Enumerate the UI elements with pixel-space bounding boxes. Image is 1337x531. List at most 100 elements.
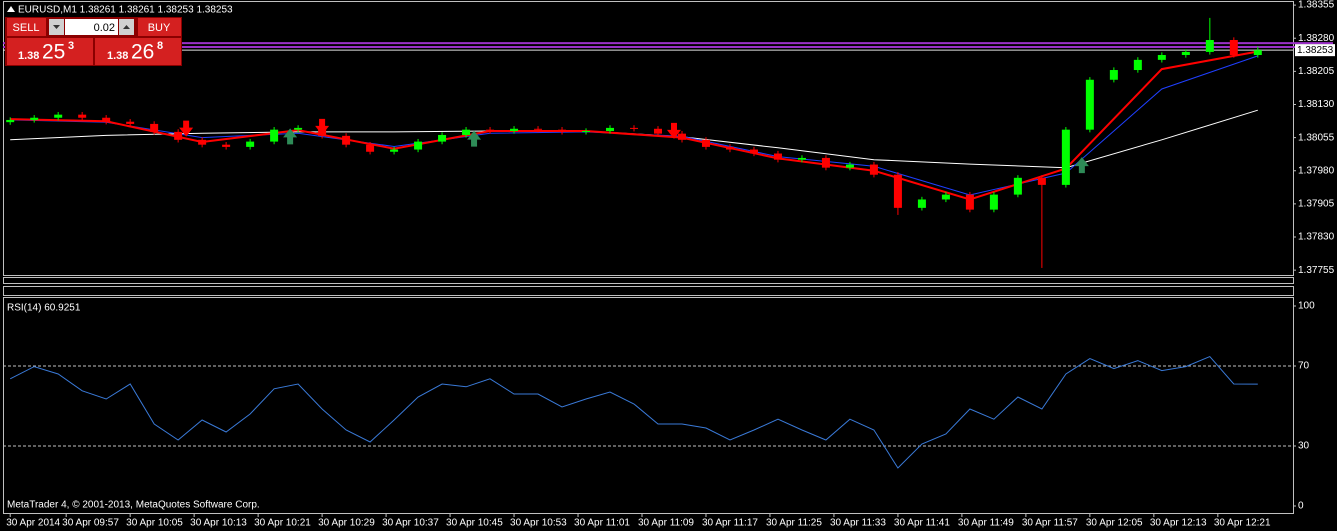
candle-body (989, 194, 998, 210)
footer: MetaTrader 4, © 2001-2013, MetaQuotes So… (7, 500, 260, 511)
y-tick-label: 1.38130 (1298, 99, 1335, 110)
candle-body (150, 123, 159, 132)
candle-body (1013, 177, 1022, 195)
candle-body (246, 141, 255, 147)
signal-arrow (179, 120, 194, 137)
x-tick-label: 30 Apr 11:57 (1022, 518, 1078, 529)
candle-body (222, 144, 231, 147)
x-tick-label: 30 Apr 11:33 (830, 518, 886, 529)
candle-body (1181, 51, 1190, 56)
candle-body (1061, 129, 1070, 185)
candle-body (102, 117, 111, 122)
sell-label: SELL (13, 22, 40, 34)
candle-body (1085, 79, 1094, 130)
candle-body (606, 127, 615, 131)
candle-body (294, 127, 303, 130)
candle-body (198, 139, 207, 145)
x-tick-label: 30 Apr 11:25 (766, 518, 822, 529)
rsi-frame (3, 297, 1294, 514)
y-tick-label: 0 (1298, 501, 1304, 512)
y-tick-label: 1.38205 (1298, 66, 1335, 77)
x-tick-label: 30 Apr 12:13 (1150, 518, 1207, 529)
candle-body (725, 146, 734, 150)
candle-body (54, 114, 63, 118)
candle-body (749, 149, 758, 154)
candle-body (462, 129, 471, 135)
ask-prefix: 1.38 (107, 50, 128, 62)
empty-window (3, 277, 1294, 284)
candle-body (893, 174, 902, 208)
x-tick-label: 30 Apr 12:05 (1086, 518, 1143, 529)
trade-panel: SELL 0.02 BUY 1.38 25 3 1.38 26 8 (5, 17, 182, 66)
candle-body (438, 134, 447, 142)
candle-body (174, 131, 183, 140)
candle-body (797, 157, 806, 160)
candle-body (653, 128, 662, 134)
x-tick-label: 30 Apr 12:21 (1214, 518, 1271, 529)
candle-body (534, 128, 543, 130)
x-tick-label: 30 Apr 11:17 (702, 518, 758, 529)
signal-arrow (283, 128, 298, 145)
y-tick-label: 1.37905 (1298, 199, 1335, 210)
candle-body (558, 129, 567, 132)
y-tick-label: 70 (1298, 361, 1310, 372)
ask-small: 8 (157, 40, 163, 52)
candle-body (1205, 39, 1214, 52)
candle-body (773, 153, 782, 160)
x-tick-label: 30 Apr 11:09 (638, 518, 694, 529)
bid-box[interactable] (7, 38, 93, 65)
x-tick-label: 30 Apr 11:41 (894, 518, 950, 529)
sell-button[interactable] (7, 18, 46, 36)
y-tick-label: 1.38355 (1298, 0, 1335, 11)
y-tick-label: 1.37755 (1298, 265, 1335, 276)
x-tick-label: 30 Apr 10:13 (190, 518, 247, 529)
rsi-line (9, 356, 1258, 469)
bid-tag (1295, 44, 1335, 57)
candle-body (510, 128, 519, 131)
y-tick-label: 30 (1298, 441, 1310, 452)
signal-arrow (467, 130, 482, 147)
empty-window (3, 286, 1294, 296)
y-tick-label: 1.38055 (1298, 132, 1335, 143)
candle-body (1037, 177, 1046, 185)
x-tick-label: 30 Apr 10:45 (446, 518, 503, 529)
candle-body (1109, 70, 1118, 80)
candle-body (6, 119, 15, 123)
candle-body (486, 129, 495, 131)
candle-body (821, 157, 830, 168)
moving-average (10, 50, 1258, 201)
candle-body (270, 129, 279, 142)
down-icon (53, 25, 60, 29)
candle-body (701, 139, 710, 147)
candle-body (941, 194, 950, 200)
x-tick-label: 30 Apr 10:05 (126, 518, 183, 529)
ask-box[interactable] (95, 38, 181, 65)
collapse-icon (7, 6, 15, 12)
x-tick-label: 30 Apr 2014 (6, 518, 60, 529)
buy-label: BUY (148, 22, 171, 34)
candle-body (869, 164, 878, 175)
candle-body (1157, 55, 1166, 60)
lot-input[interactable] (65, 19, 118, 35)
candle-body (630, 127, 639, 129)
y-tick-label: 100 (1298, 301, 1315, 312)
candle-body (390, 149, 399, 152)
candle-body (582, 130, 591, 132)
plots: 1.38355 1.38280 1.38205 1.38130 1.38055 1.379… (3, 0, 1335, 529)
candle-body (677, 133, 686, 140)
x-tick-label: 30 Apr 10:53 (510, 518, 567, 529)
candle-body (414, 141, 423, 150)
candle-body (30, 117, 39, 120)
buy-button[interactable] (138, 18, 181, 36)
candle-body (78, 114, 87, 118)
signal-arrow (666, 122, 681, 139)
x-tick-label: 30 Apr 09:57 (62, 518, 119, 529)
x-tick-label: 30 Apr 10:37 (382, 518, 439, 529)
price-frame (3, 1, 1294, 276)
lot-value: 0.02 (94, 22, 115, 34)
symbol-line: EURUSD,M1 1.38261 1.38261 1.38253 1.3825… (18, 5, 233, 16)
x-tick-label: 30 Apr 11:01 (574, 518, 630, 529)
